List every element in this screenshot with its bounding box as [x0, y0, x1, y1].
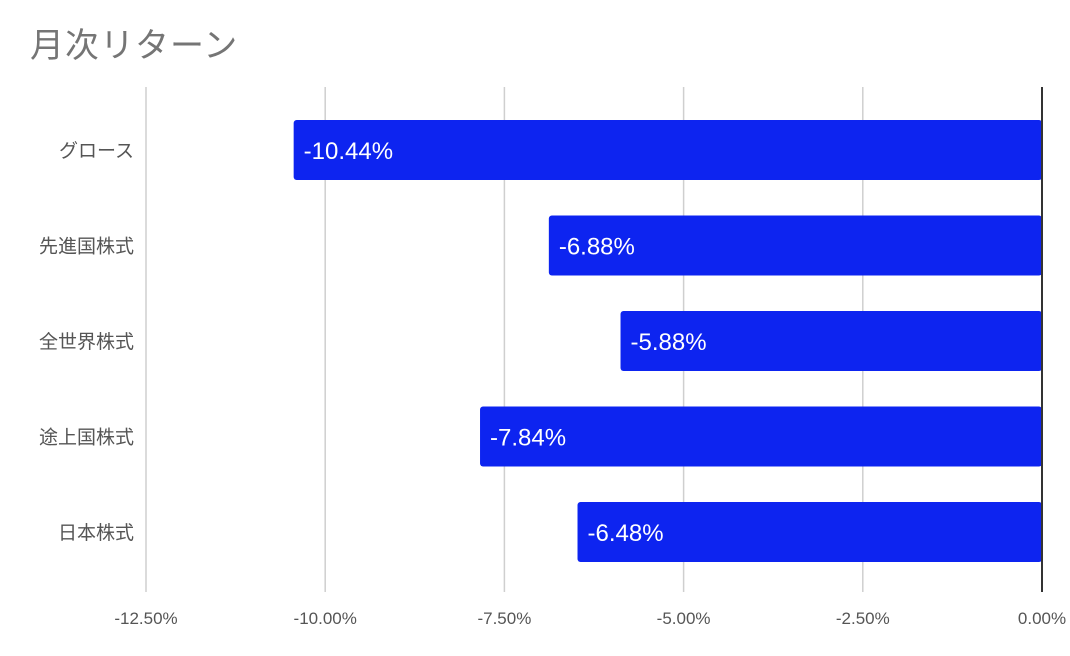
category-label: 日本株式 [58, 522, 134, 544]
x-tick-label: -7.50% [477, 609, 531, 628]
category-label: グロース [59, 140, 134, 162]
bars [293, 120, 1043, 562]
chart-title: 月次リターン [30, 26, 239, 66]
labels: -12.50% -10.00% -7.50% -5.00% -2.50% 0.00% -10… [39, 138, 1066, 628]
bar [480, 406, 1042, 467]
x-tick-label: 0.00% [1018, 609, 1066, 628]
bar-data-label: -10.44% [304, 138, 393, 165]
category-label: 先進国株式 [39, 236, 134, 258]
bar-data-label: -6.48% [588, 520, 664, 547]
bar [293, 120, 1043, 180]
x-tick-label: -5.00% [657, 609, 711, 628]
bar-data-label: -7.84% [490, 425, 566, 452]
x-tick-label: -12.50% [114, 609, 177, 628]
bar [577, 502, 1042, 562]
bar-data-label: -5.88% [631, 329, 707, 356]
bar-data-label: -6.88% [559, 234, 635, 261]
x-tick-label: -2.50% [836, 609, 890, 628]
bar [620, 311, 1042, 371]
bar [548, 215, 1042, 276]
category-label: 途上国株式 [39, 427, 134, 449]
x-tick-label: -10.00% [294, 609, 357, 628]
category-label: 全世界株式 [39, 331, 134, 353]
